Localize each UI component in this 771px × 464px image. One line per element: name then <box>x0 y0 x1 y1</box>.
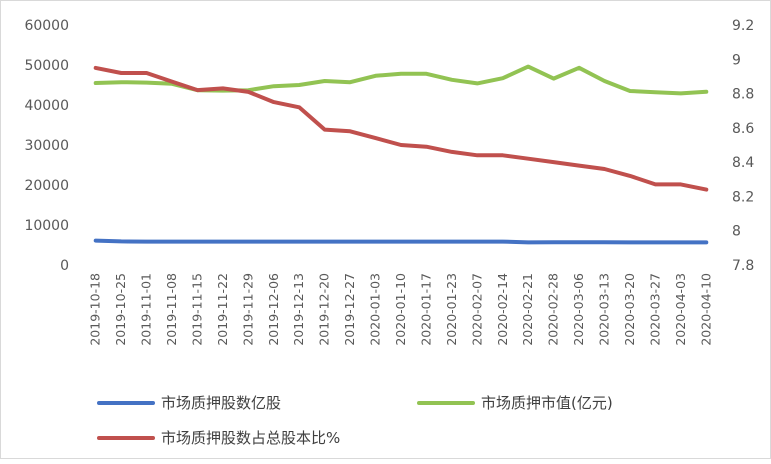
right-axis-ticks: 7.8 8 8.2 8.4 8.6 8.8 9 9.2 <box>732 18 754 274</box>
x-tick-label: 2020-01-23 <box>444 273 459 346</box>
x-tick-label: 2020-01-17 <box>418 273 433 346</box>
x-tick-label: 2020-02-21 <box>520 273 535 346</box>
legend-item-1: 市场质押股数亿股 <box>97 394 281 412</box>
legend-label: 市场质押股数占总股本比% <box>161 429 340 447</box>
x-tick-label: 2019-12-13 <box>291 273 306 346</box>
left-axis-ticks: 0 10000 20000 30000 40000 50000 60000 <box>24 18 69 274</box>
x-tick-label: 2020-04-03 <box>673 273 688 346</box>
x-tick-label: 2020-02-14 <box>495 273 510 346</box>
right-tick-label: 8 <box>732 224 741 240</box>
right-tick-label: 9 <box>732 52 741 68</box>
x-tick-label: 2019-10-18 <box>88 273 103 346</box>
x-tick-label: 2019-10-25 <box>113 273 128 346</box>
x-tick-label: 2019-12-20 <box>317 273 332 346</box>
right-tick-label: 8.4 <box>732 155 754 171</box>
right-tick-label: 9.2 <box>732 18 754 34</box>
x-tick-label: 2019-11-01 <box>139 273 154 346</box>
legend-item-2: 市场质押市值(亿元) <box>417 394 613 412</box>
x-tick-label: 2020-03-27 <box>647 273 662 346</box>
left-tick-label: 40000 <box>24 98 69 114</box>
legend: 市场质押股数亿股 市场质押市值(亿元) 市场质押股数占总股本比% <box>97 394 613 447</box>
series-lines <box>93 64 709 245</box>
right-tick-label: 8.2 <box>732 189 754 205</box>
x-tick-label: 2020-01-03 <box>368 273 383 346</box>
x-tick-label: 2020-03-13 <box>597 273 612 346</box>
right-tick-label: 8.8 <box>732 87 754 103</box>
series-line-1 <box>93 238 709 245</box>
x-axis-ticks: 2019-10-18 2019-10-25 2019-11-01 2019-11-08… <box>88 273 714 346</box>
left-tick-label: 20000 <box>24 178 69 194</box>
x-tick-label: 2020-02-28 <box>546 273 561 346</box>
x-tick-label: 2020-03-06 <box>571 273 586 346</box>
left-tick-label: 0 <box>60 258 69 274</box>
x-tick-label: 2020-04-10 <box>698 273 713 346</box>
series-line-3 <box>93 65 709 192</box>
x-tick-label: 2019-12-06 <box>266 273 281 346</box>
x-tick-label: 2020-03-20 <box>622 273 637 346</box>
left-tick-label: 50000 <box>24 58 69 74</box>
series-line-2 <box>93 64 709 96</box>
left-tick-label: 30000 <box>24 138 69 154</box>
x-tick-label: 2019-12-27 <box>342 273 357 346</box>
x-tick-label: 2019-11-15 <box>189 273 204 346</box>
legend-label: 市场质押市值(亿元) <box>481 394 613 412</box>
left-tick-label: 60000 <box>24 18 69 34</box>
x-tick-label: 2020-01-10 <box>393 273 408 346</box>
right-tick-label: 8.6 <box>732 121 754 137</box>
x-tick-label: 2019-11-29 <box>240 273 255 346</box>
left-tick-label: 10000 <box>24 218 69 234</box>
legend-label: 市场质押股数亿股 <box>161 394 281 412</box>
legend-item-3: 市场质押股数占总股本比% <box>97 429 340 447</box>
right-tick-label: 7.8 <box>732 258 754 274</box>
x-tick-label: 2019-11-08 <box>164 273 179 346</box>
x-tick-label: 2019-11-22 <box>215 273 230 346</box>
x-tick-label: 2020-02-07 <box>469 273 484 346</box>
